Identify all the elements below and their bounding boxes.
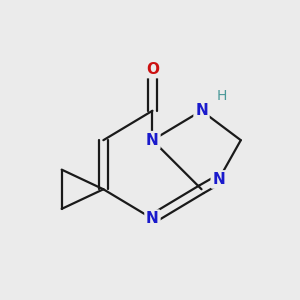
Text: N: N — [146, 133, 159, 148]
Text: O: O — [146, 61, 159, 76]
Text: N: N — [212, 172, 225, 187]
Text: N: N — [195, 103, 208, 118]
Text: N: N — [146, 211, 159, 226]
Text: H: H — [217, 89, 227, 103]
